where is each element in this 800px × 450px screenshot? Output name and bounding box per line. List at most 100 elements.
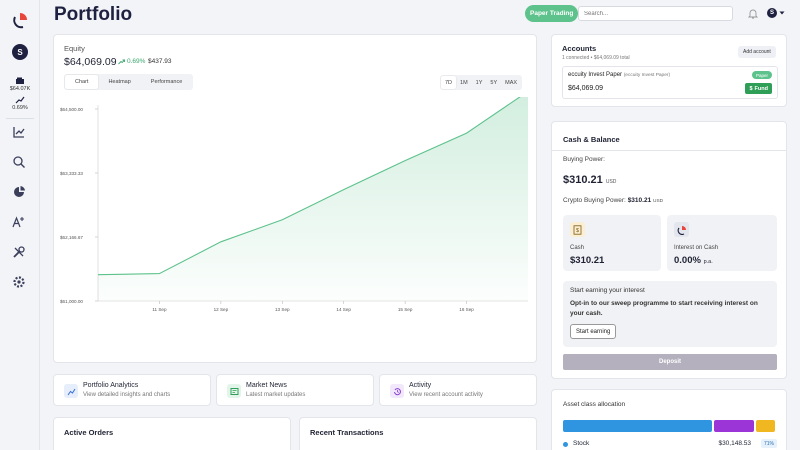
- analytics-icon: [64, 384, 78, 398]
- tab-performance[interactable]: Performance: [150, 79, 183, 85]
- x-tick-label: 13 Sep: [275, 307, 290, 312]
- add-account-button[interactable]: Add account: [738, 46, 776, 58]
- trend-up-icon: [15, 96, 25, 104]
- asset-name: Stock: [573, 440, 590, 447]
- start-earning-button[interactable]: Start earning: [570, 324, 617, 339]
- range-max[interactable]: MAX: [505, 79, 518, 86]
- x-tick-label: 14 Sep: [336, 307, 351, 312]
- search-icon[interactable]: [12, 155, 26, 169]
- equity-area: [98, 97, 528, 301]
- equity-chart[interactable]: $61,000.00 $62,166.67 $63,333.33 $64,500.00…: [54, 97, 538, 357]
- cash-tile: $ Cash $310.21: [563, 215, 661, 271]
- interest-icon: [674, 222, 689, 237]
- allocation-segment[interactable]: [714, 420, 755, 432]
- sidebar-equity-stat: $64.07K: [0, 77, 40, 92]
- range-7d[interactable]: 7D: [441, 76, 457, 89]
- y-tick-label: $63,333.33: [60, 171, 83, 176]
- equity-value: $64,069.09: [64, 56, 117, 68]
- account-name: eccuity Invest Paper (eccuity Invest Pap…: [568, 72, 670, 78]
- allocation-title: Asset class allocation: [563, 401, 626, 408]
- tab-heatmap[interactable]: Heatmap: [108, 79, 131, 85]
- accounts-subtitle: 1 connected • $64,069.09 total: [562, 55, 630, 61]
- quick-link-title: Activity: [409, 382, 432, 389]
- account-paper-tag: Paper: [751, 71, 772, 79]
- ai-sparkle-icon[interactable]: [12, 215, 26, 229]
- account-type: (eccuity Invest Paper): [623, 73, 671, 78]
- bell-icon[interactable]: [748, 8, 758, 19]
- paper-trading-badge[interactable]: Paper Trading: [525, 5, 579, 22]
- equity-line: [97, 97, 521, 276]
- tools-icon[interactable]: [12, 245, 26, 259]
- quick-link-title: Market News: [246, 382, 287, 389]
- crypto-buying-power: Crypto Buying Power: $310.21 USD: [563, 197, 663, 204]
- interest-rate: 0.00%: [674, 255, 701, 266]
- activity-link[interactable]: Activity View recent account activity: [379, 374, 537, 406]
- interest-label: Interest on Cash: [674, 245, 719, 251]
- cash-icon: $: [570, 222, 585, 237]
- active-orders-card: Active Orders: [53, 417, 291, 450]
- crypto-label: Crypto Buying Power:: [563, 197, 626, 204]
- interest-unit: p.a.: [703, 259, 713, 265]
- fund-label: Fund: [754, 85, 768, 92]
- dollar-icon: $: [749, 85, 753, 92]
- tab-chart[interactable]: Chart: [65, 75, 99, 89]
- cash-label: Cash: [570, 245, 585, 251]
- history-icon: [390, 384, 404, 398]
- promo-title: Start earning your interest: [570, 287, 645, 294]
- allocation-row-stock[interactable]: Stock $30,148.53 71%: [563, 439, 777, 450]
- y-tick-label: $62,166.67: [60, 235, 83, 240]
- recent-transactions-card: Recent Transactions: [299, 417, 537, 450]
- divider: [552, 150, 786, 151]
- range-5y[interactable]: 5Y: [490, 79, 498, 86]
- equity-card: Equity $64,069.09 0.69% $437.93 Chart He…: [53, 34, 537, 363]
- equity-change-pct: 0.69%: [127, 58, 146, 65]
- quick-link-subtitle: Latest market updates: [246, 392, 306, 398]
- x-tick-label: 15 Sep: [398, 307, 413, 312]
- fund-button[interactable]: $ Fund: [745, 83, 772, 94]
- buying-power-label: Buying Power:: [563, 156, 605, 163]
- account-name-text: eccuity Invest Paper: [568, 72, 623, 78]
- settings-icon[interactable]: [12, 275, 26, 289]
- allocation-segment[interactable]: [756, 420, 775, 432]
- equity-change-abs: $437.93: [148, 58, 172, 65]
- interest-value: 0.00% p.a.: [674, 255, 713, 266]
- deposit-button[interactable]: Deposit: [563, 354, 777, 370]
- allocation-segment[interactable]: [563, 420, 713, 432]
- interest-promo: Start earning your interest Opt-in to ou…: [563, 281, 777, 347]
- pie-chart-icon[interactable]: [12, 185, 26, 199]
- buying-power-amount: $310.21: [563, 174, 603, 186]
- crypto-value: $310.21: [627, 197, 652, 204]
- accounts-card: Accounts 1 connected • $64,069.09 total …: [551, 34, 787, 107]
- range-1m[interactable]: 1M: [460, 79, 468, 86]
- interest-tile: Interest on Cash 0.00% p.a.: [667, 215, 777, 271]
- equity-change: 0.69%: [118, 58, 145, 65]
- market-news-link[interactable]: Market News Latest market updates: [216, 374, 374, 406]
- currency-label: USD: [605, 179, 617, 185]
- app-logo[interactable]: [11, 11, 29, 29]
- user-avatar: S: [767, 8, 777, 18]
- promo-description: Opt-in to our sweep programme to start r…: [570, 300, 758, 317]
- wallet-icon: [16, 77, 24, 84]
- recent-transactions-title: Recent Transactions: [310, 428, 384, 437]
- accounts-title: Accounts: [562, 44, 597, 53]
- chart-view-tabs: Chart Heatmap Performance: [64, 74, 194, 90]
- sidebar-change-value: 0.69%: [12, 105, 28, 111]
- quick-link-subtitle: View detailed insights and charts: [83, 392, 171, 398]
- x-tick-label: 16 Sep: [459, 307, 474, 312]
- legend-dot: [563, 442, 568, 447]
- range-selector: 7D 1M 1Y 5Y MAX: [440, 75, 523, 90]
- search-input[interactable]: [578, 6, 733, 21]
- x-tick-label: 11 Sep: [152, 307, 167, 312]
- account-row[interactable]: eccuity Invest Paper (eccuity Invest Pap…: [562, 66, 778, 99]
- asset-percent: 71%: [760, 439, 777, 448]
- portfolio-analytics-link[interactable]: Portfolio Analytics View detailed insigh…: [53, 374, 211, 406]
- sidebar-change-stat: 0.69%: [0, 96, 40, 111]
- svg-text:$: $: [576, 228, 579, 234]
- chart-line-icon[interactable]: [12, 125, 26, 139]
- account-avatar[interactable]: S: [12, 44, 28, 60]
- currency-label: USD: [653, 199, 664, 204]
- user-menu[interactable]: S: [767, 8, 785, 18]
- active-orders-title: Active Orders: [64, 428, 114, 437]
- range-1y[interactable]: 1Y: [475, 79, 483, 86]
- cash-value: $310.21: [570, 255, 605, 266]
